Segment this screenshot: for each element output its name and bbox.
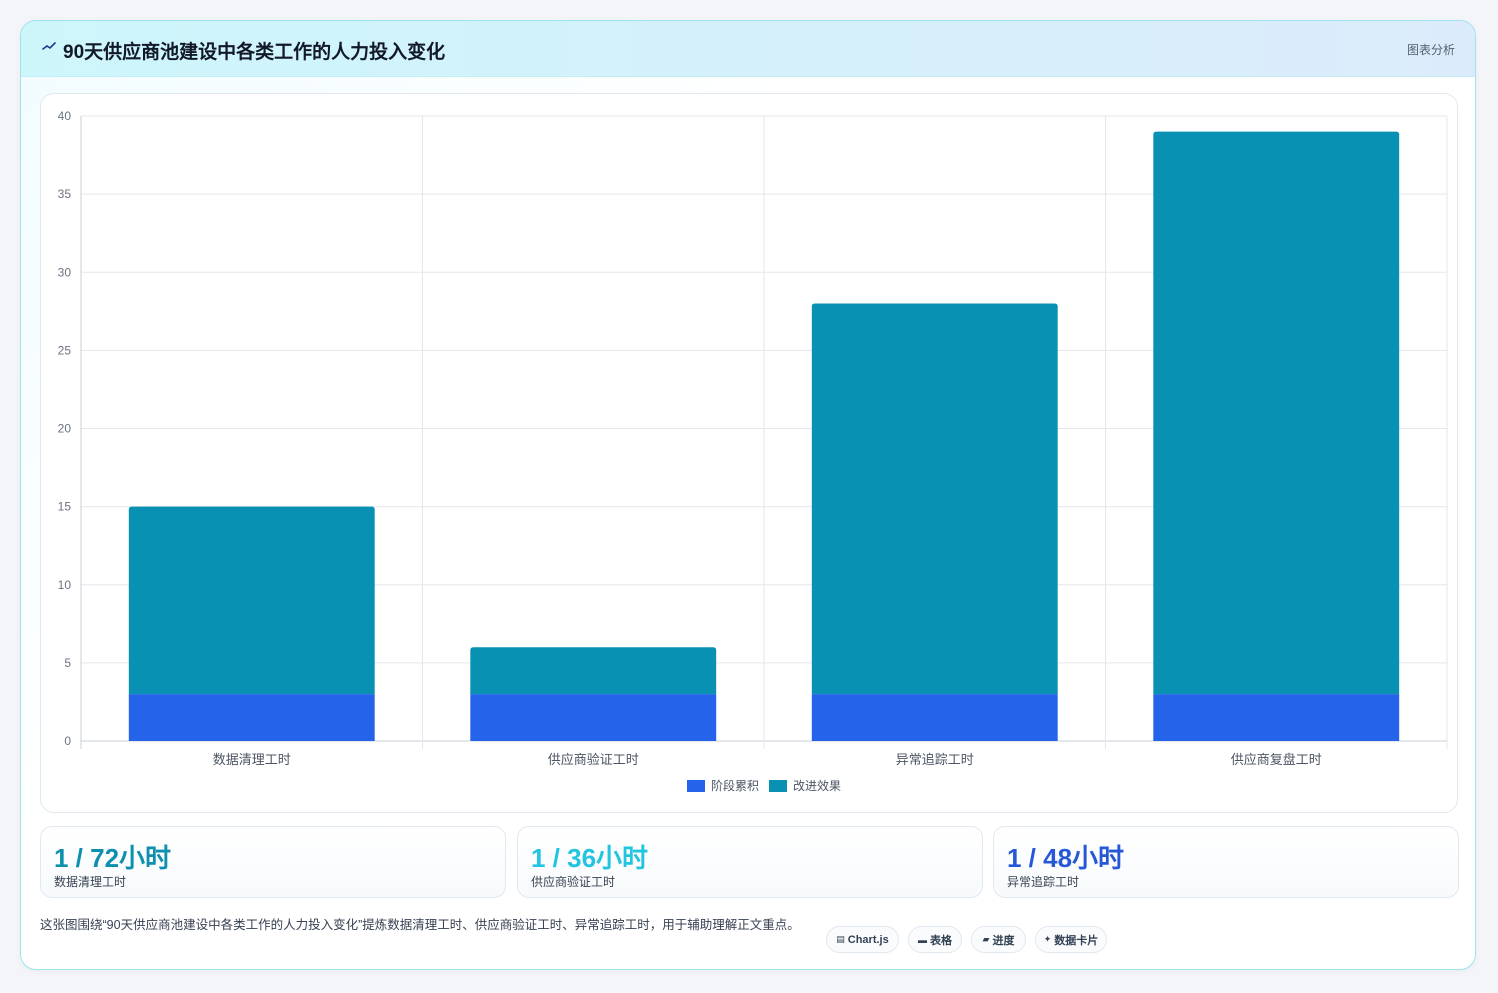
stat-value: 1 / 72小时 (54, 843, 172, 873)
pill-table[interactable]: ▬ 表格 (908, 926, 962, 953)
x-tick-label: 供应商复盘工时 (1231, 752, 1322, 767)
chart-panel: 0 5 10 15 20 25 30 35 40 数据清理工时 供应商验证工时 异常追踪工时 供应商复盘… (40, 93, 1458, 813)
bar-segment-base (128, 694, 375, 741)
pill-progress[interactable]: ▰ 进度 (971, 926, 1026, 953)
bar-segment-improve (811, 303, 1058, 695)
y-tick-label: 30 (58, 265, 72, 279)
bar-segment-improve (128, 506, 375, 695)
stat-card-data-cleaning: 1 / 72小时 数据清理工时 (40, 826, 506, 898)
stat-value: 1 / 36小时 (531, 843, 649, 873)
pill-label: Chart.js (847, 933, 889, 946)
table-icon: ▬ (918, 934, 927, 945)
legend-swatch (687, 780, 705, 792)
y-tick-label: 35 (58, 187, 72, 201)
chart-card: 90天供应商池建设中各类工作的人力投入变化 图表分析 0 5 10 15 20 25 30 3… (20, 20, 1476, 970)
sparkle-icon (41, 39, 57, 55)
stat-label: 数据清理工时 (54, 875, 127, 889)
pill-chartjs[interactable]: ▤ Chart.js (826, 926, 899, 953)
pill-label: 表格 (930, 934, 952, 947)
bar-segment-base (811, 694, 1058, 741)
legend-swatch (769, 780, 787, 792)
chart-icon: ▤ (836, 934, 845, 944)
stacked-bar-chart: 0 5 10 15 20 25 30 35 40 数据清理工时 供应商验证工时 异常追踪工时 供应商复盘… (58, 109, 1448, 793)
y-tick-label: 40 (58, 109, 72, 123)
y-tick-label: 25 (58, 343, 72, 357)
pill-data-cards[interactable]: ✦ 数据卡片 (1035, 926, 1107, 953)
legend-label: 阶段累积 (711, 778, 759, 793)
page-title: 90天供应商池建设中各类工作的人力投入变化 (63, 42, 446, 63)
pill-label: 进度 (992, 934, 1015, 947)
chart-analysis-tag: 图表分析 (1406, 43, 1455, 57)
x-tick-label: 异常追踪工时 (896, 752, 974, 767)
pill-label: 数据卡片 (1054, 934, 1099, 947)
bar-segment-improve (470, 647, 717, 695)
y-tick-label: 15 (58, 500, 72, 514)
bar-segment-base (1153, 694, 1400, 741)
stat-value: 1 / 48小时 (1007, 843, 1125, 873)
y-tick-label: 10 (58, 578, 72, 592)
y-tick-label: 20 (58, 422, 72, 436)
bar-segment-improve (1153, 131, 1400, 695)
x-tick-label: 供应商验证工时 (548, 752, 639, 767)
stat-card-exception-tracking: 1 / 48小时 异常追踪工时 (993, 826, 1459, 898)
y-tick-label: 5 (64, 656, 71, 670)
progress-icon: ▰ (982, 934, 990, 944)
chart-description: 这张图围绕“90天供应商池建设中各类工作的人力投入变化”提炼数据清理工时、供应商… (40, 918, 800, 932)
legend-label: 改进效果 (793, 778, 841, 793)
x-tick-label: 数据清理工时 (213, 752, 291, 767)
sparkle-icon: ✦ (1043, 934, 1052, 944)
stat-label: 供应商验证工时 (531, 875, 616, 889)
bar-segment-base (470, 694, 717, 741)
y-tick-label: 0 (64, 734, 71, 748)
stat-card-supplier-verification: 1 / 36小时 供应商验证工时 (517, 826, 983, 898)
card-header: 90天供应商池建设中各类工作的人力投入变化 图表分析 (21, 21, 1475, 77)
stat-label: 异常追踪工时 (1007, 875, 1080, 889)
